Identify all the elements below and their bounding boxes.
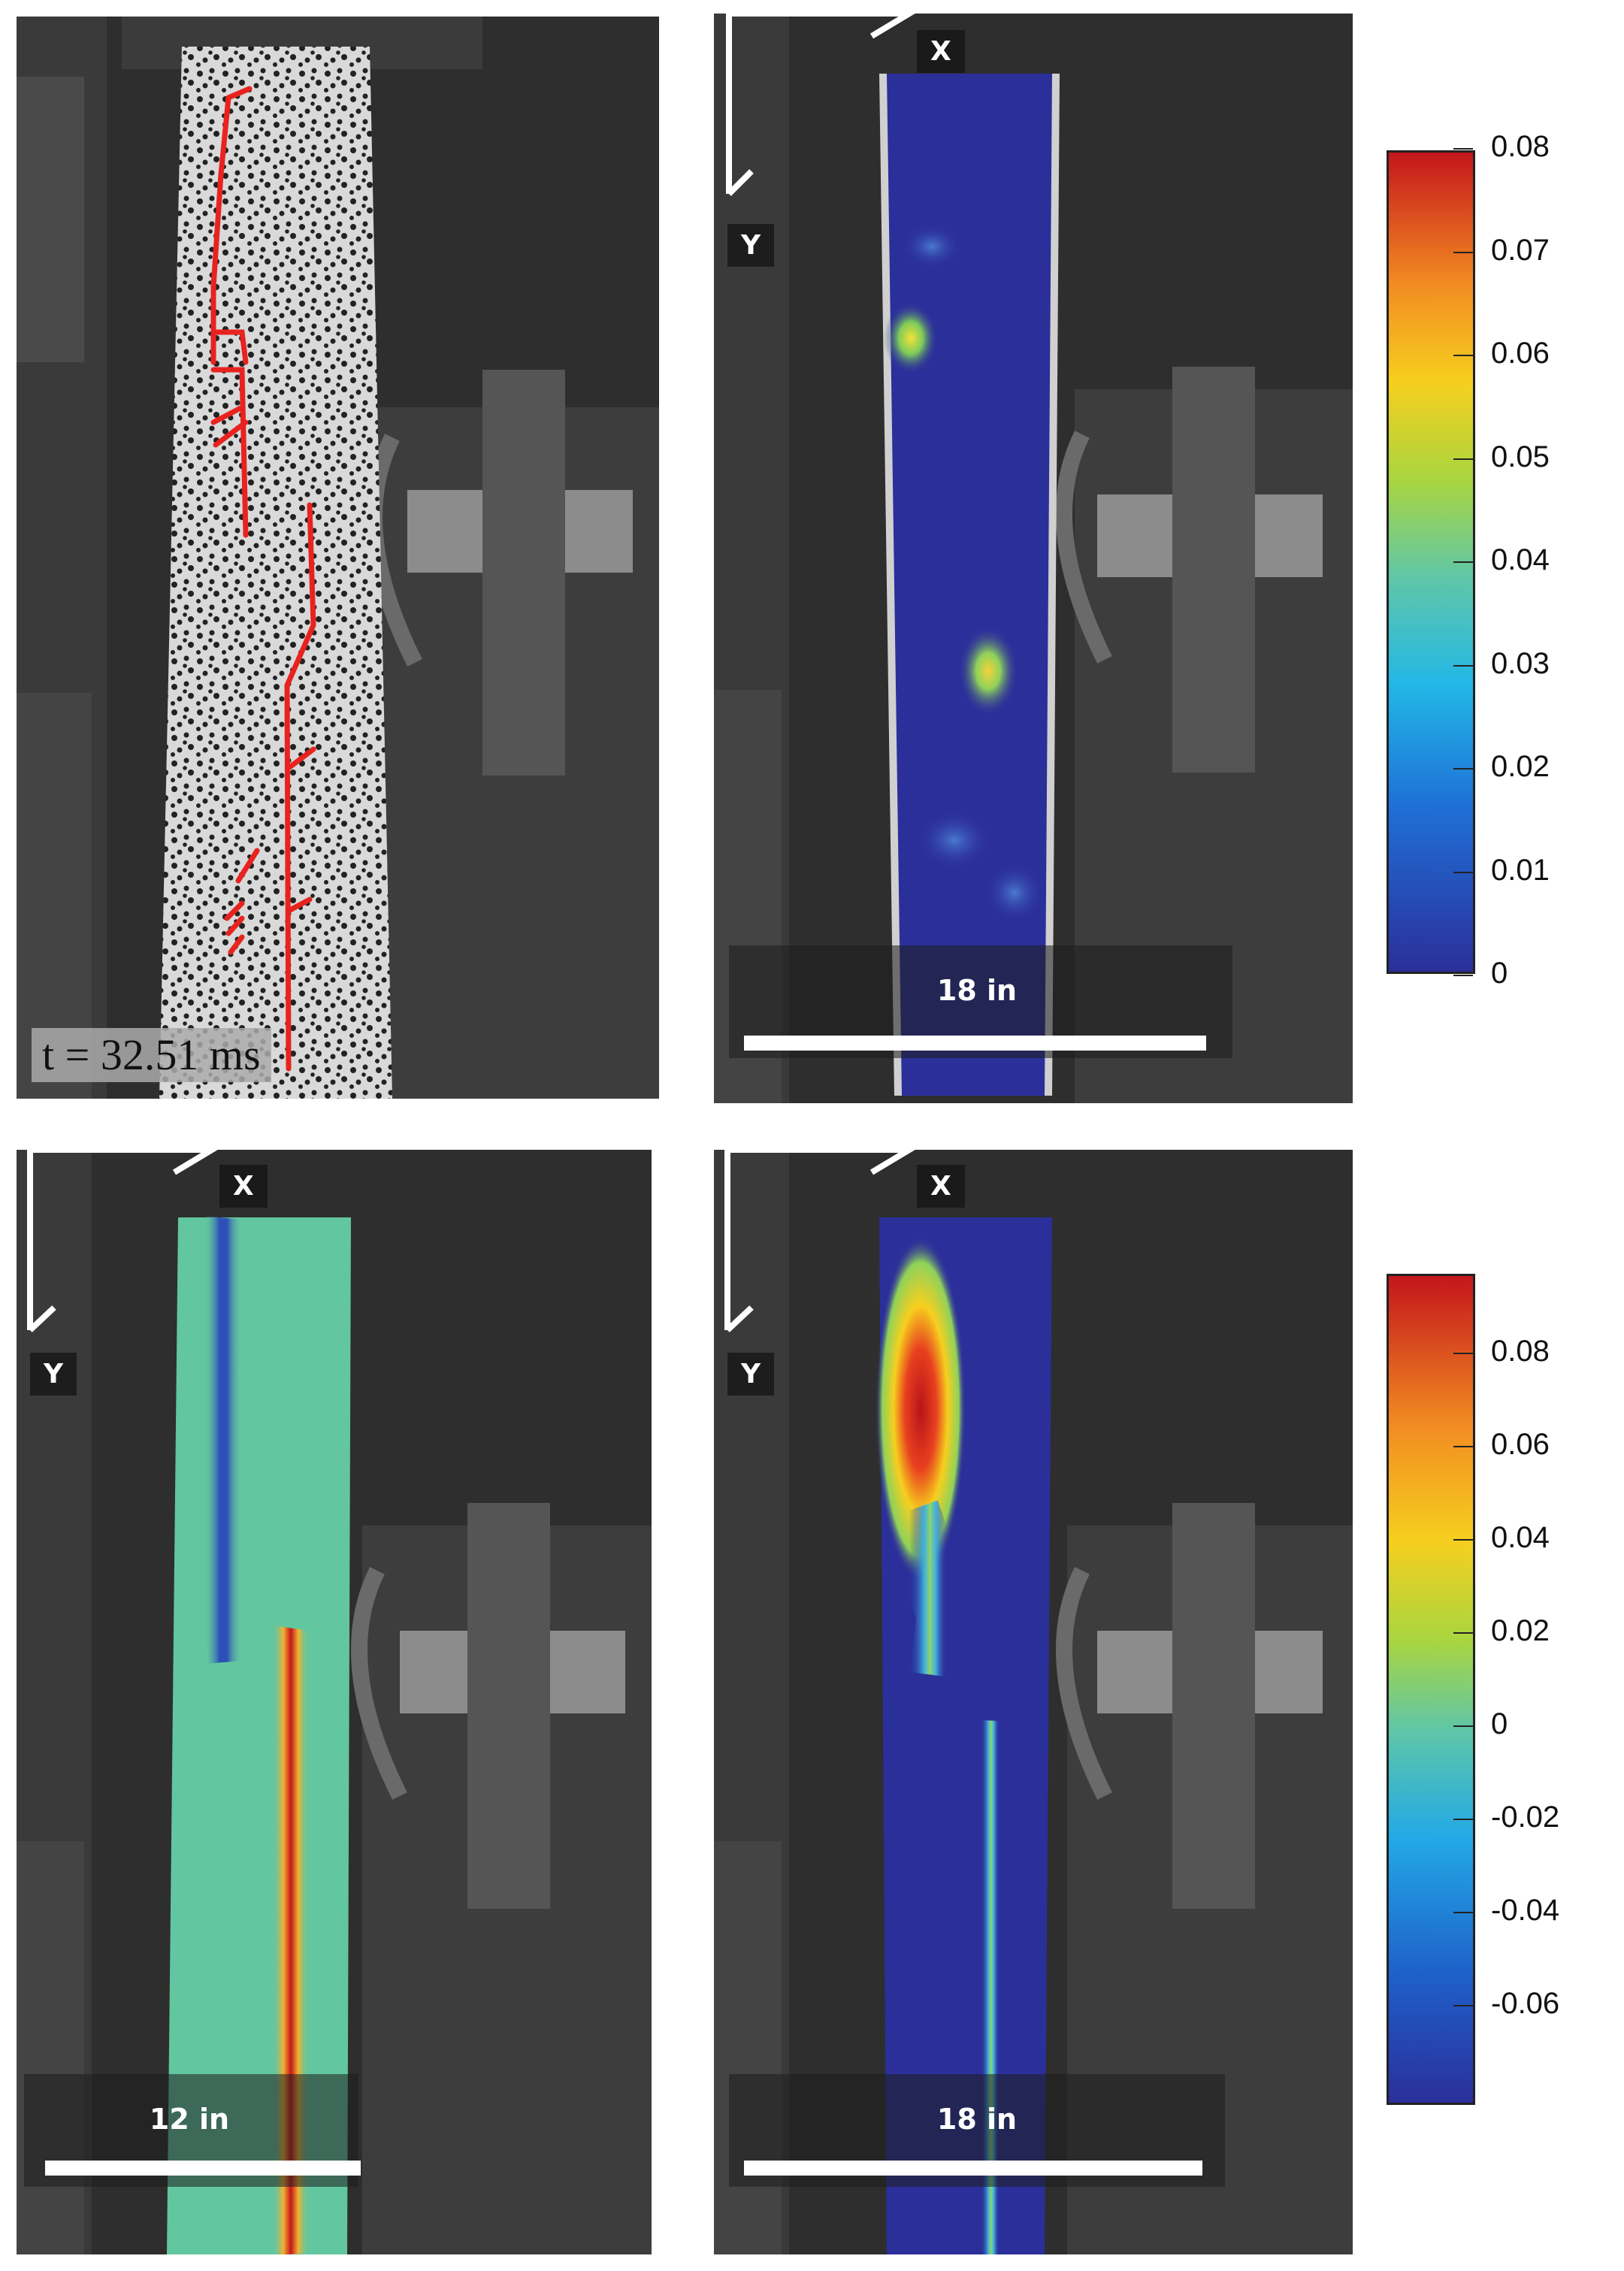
axis-y-label: Y <box>30 1353 77 1396</box>
colorbar-tick-label: 0.07 <box>1491 233 1550 267</box>
colorbar-tick-label: 0.06 <box>1491 337 1550 370</box>
colorbar-tick-label: 0.08 <box>1491 1335 1550 1368</box>
panel-strain-map-bottom-left: X Y 12 in <box>17 1150 652 2254</box>
colorbar-tick-label: -0.02 <box>1491 1801 1560 1834</box>
colorbar-tick-label: 0 <box>1491 957 1508 990</box>
colorbar-bottom <box>1387 1274 1475 2105</box>
colorbar-tick-label: 0.04 <box>1491 1521 1550 1554</box>
colorbar-tick <box>1453 2005 1473 2006</box>
colorbar-tick <box>1453 251 1473 253</box>
colorbar-tick-label: 0.04 <box>1491 543 1550 576</box>
scale-bar <box>744 2161 1202 2176</box>
colorbar-tick <box>1453 458 1473 460</box>
colorbar-top <box>1387 150 1475 974</box>
scale-bar <box>45 2161 361 2176</box>
colorbar-tick-label: 0.01 <box>1491 853 1550 887</box>
colorbar-tick-label: -0.04 <box>1491 1894 1560 1927</box>
axis-x-label: X <box>917 1165 965 1208</box>
colorbar-tick <box>1453 1539 1473 1541</box>
strain-map-bottom-right-image <box>714 1150 1353 2254</box>
colorbar-tick-label: 0.02 <box>1491 1614 1550 1647</box>
panel-strain-map-bottom-right: X Y 18 in <box>714 1150 1353 2254</box>
axis-y-label: Y <box>727 1353 775 1396</box>
colorbar-tick <box>1453 871 1473 873</box>
speckle-photo-image <box>17 17 659 1099</box>
axis-x-label: X <box>219 1165 268 1208</box>
colorbar-tick <box>1453 148 1473 150</box>
colorbar-tick <box>1453 355 1473 356</box>
axis-x-label: X <box>917 30 965 73</box>
colorbar-tick <box>1453 664 1473 667</box>
colorbar-tick-label: -0.06 <box>1491 1987 1560 2020</box>
strain-map-top-image <box>714 14 1353 1103</box>
colorbar-tick-label: 0.03 <box>1491 646 1550 680</box>
scale-label: 18 in <box>936 2103 1018 2136</box>
strain-map-bottom-left-image <box>17 1150 652 2254</box>
colorbar-tick <box>1453 1353 1473 1354</box>
scale-label: 18 in <box>936 974 1018 1007</box>
panel-speckle-photo: t = 32.51 ms <box>17 17 659 1099</box>
crack-overlay <box>210 86 316 1072</box>
scale-label: 12 in <box>149 2103 230 2136</box>
colorbar-tick <box>1453 975 1473 976</box>
colorbar-tick-label: 0 <box>1491 1707 1508 1740</box>
colorbar-tick-label: 0.05 <box>1491 440 1550 473</box>
axis-y-label: Y <box>727 224 775 267</box>
colorbar-tick <box>1453 1912 1473 1913</box>
colorbar-tick <box>1453 1819 1473 1820</box>
colorbar-tick-label: 0.08 <box>1491 130 1550 163</box>
colorbar-tick <box>1453 1725 1473 1727</box>
time-stamp-label: t = 32.51 ms <box>32 1028 271 1082</box>
panel-strain-map-top: X Y 18 in <box>714 14 1353 1103</box>
colorbar-tick <box>1453 1446 1473 1447</box>
scale-bar <box>744 1036 1206 1051</box>
colorbar-tick-label: 0.06 <box>1491 1428 1550 1461</box>
colorbar-tick <box>1453 1632 1473 1634</box>
colorbar-tick <box>1453 768 1473 770</box>
colorbar-tick <box>1453 561 1473 563</box>
colorbar-tick-label: 0.02 <box>1491 750 1550 783</box>
